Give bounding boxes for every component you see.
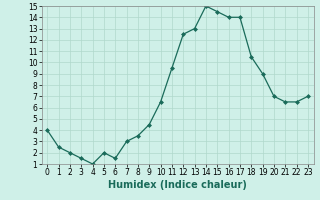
X-axis label: Humidex (Indice chaleur): Humidex (Indice chaleur) <box>108 180 247 190</box>
